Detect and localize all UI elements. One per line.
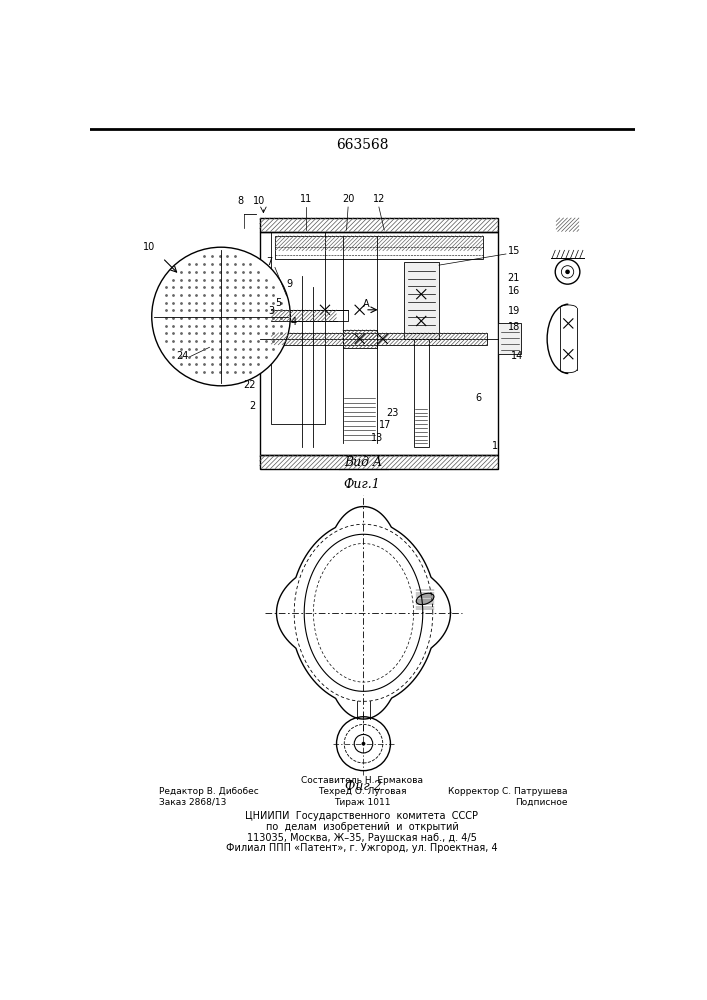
Circle shape	[565, 270, 570, 274]
Text: 21: 21	[508, 273, 520, 283]
Text: Составитель Н. Ермакова: Составитель Н. Ермакова	[301, 776, 423, 785]
Text: Тираж 1011: Тираж 1011	[334, 798, 390, 807]
Bar	[259, 218, 498, 232]
Text: 6: 6	[475, 393, 481, 403]
Text: 113035, Москва, Ж–35, Раушская наб., д. 4/5: 113035, Москва, Ж–35, Раушская наб., д. …	[247, 833, 477, 843]
Text: 18: 18	[508, 322, 520, 332]
Text: A: A	[363, 299, 369, 309]
Bar	[275, 235, 483, 259]
Text: 16: 16	[508, 286, 520, 296]
Text: 5: 5	[275, 298, 281, 308]
Text: 10: 10	[253, 196, 266, 206]
Bar	[259, 232, 498, 455]
Bar	[271, 333, 486, 345]
Text: 12: 12	[373, 194, 385, 204]
Text: Фиг.1: Фиг.1	[344, 478, 380, 491]
Text: 24: 24	[176, 351, 189, 361]
Circle shape	[361, 742, 366, 746]
Text: 17: 17	[379, 420, 391, 430]
Text: 19: 19	[508, 306, 520, 316]
Circle shape	[337, 717, 390, 771]
Bar	[271, 232, 325, 424]
Bar	[404, 262, 439, 339]
Text: 20: 20	[342, 194, 354, 204]
Bar	[271, 310, 348, 321]
Bar	[498, 323, 521, 354]
Text: 4: 4	[291, 317, 296, 327]
Text: 22: 22	[243, 380, 256, 390]
Text: Фиг 2: Фиг 2	[345, 780, 382, 793]
Bar	[414, 339, 429, 447]
Text: ЦНИИПИ  Государственного  комитета  СССР: ЦНИИПИ Государственного комитета СССР	[245, 811, 479, 821]
Text: 23: 23	[387, 408, 399, 418]
Text: 2: 2	[250, 401, 256, 411]
Circle shape	[555, 260, 580, 284]
Text: 10: 10	[143, 242, 155, 252]
Text: 11: 11	[300, 194, 312, 204]
Text: по  делам  изобретений  и  открытий: по делам изобретений и открытий	[266, 822, 458, 832]
Bar	[259, 455, 498, 469]
Text: 13: 13	[371, 433, 383, 443]
Text: 9: 9	[286, 279, 293, 289]
Ellipse shape	[416, 593, 434, 605]
Text: 15: 15	[508, 246, 520, 256]
Text: Вид A: Вид A	[344, 456, 382, 469]
Text: Филиал ППП «Патент», г. Ужгород, ул. Проектная, 4: Филиал ППП «Патент», г. Ужгород, ул. Про…	[226, 843, 498, 853]
Text: Заказ 2868/13: Заказ 2868/13	[160, 798, 227, 807]
Text: 663568: 663568	[336, 138, 388, 152]
Text: Редактор В. Дибобес: Редактор В. Дибобес	[160, 787, 259, 796]
Text: Техред О. Луговая: Техред О. Луговая	[317, 787, 407, 796]
Text: 1: 1	[492, 441, 498, 451]
Text: 7: 7	[266, 257, 272, 267]
Text: 3: 3	[269, 306, 275, 316]
Text: 14: 14	[511, 351, 524, 361]
Text: 8: 8	[238, 196, 243, 206]
Text: Корректор С. Патрушева: Корректор С. Патрушева	[448, 787, 568, 796]
Text: Подписное: Подписное	[515, 798, 568, 807]
Circle shape	[152, 247, 291, 386]
Bar	[343, 330, 377, 348]
